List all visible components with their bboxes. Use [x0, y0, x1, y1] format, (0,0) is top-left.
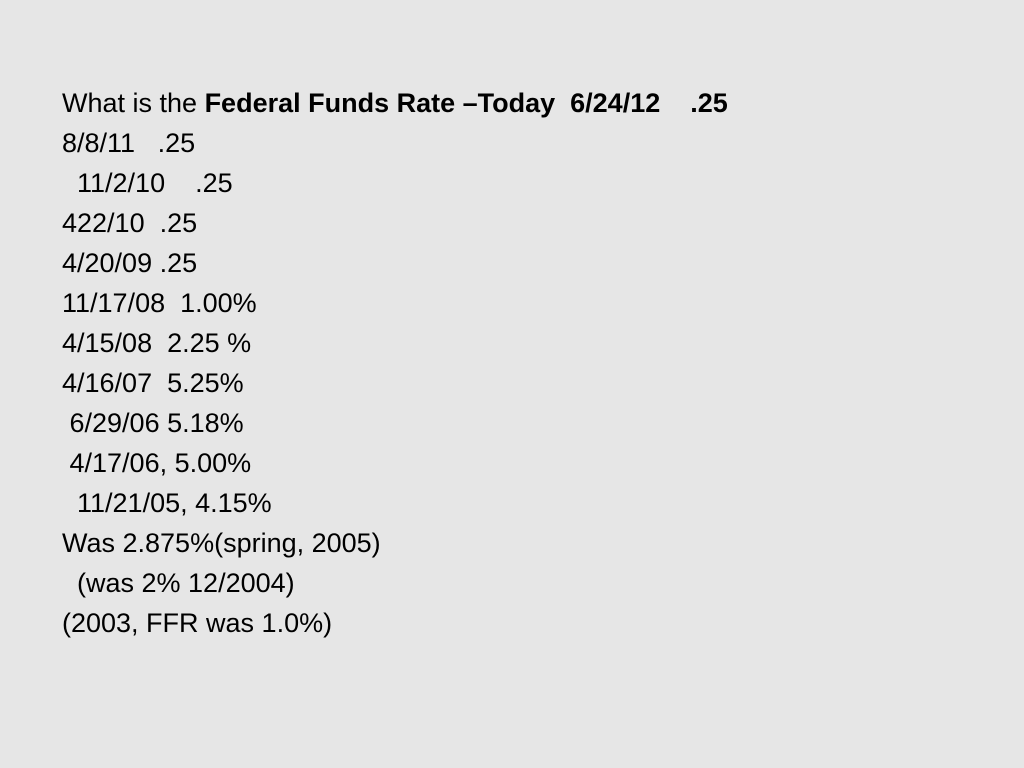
slide-text-body: What is the Federal Funds Rate –Today 6/… — [62, 83, 962, 643]
rate-line-2: 11/2/10 .25 — [62, 168, 233, 198]
rate-line-7: 4/16/07 5.25% — [62, 368, 244, 398]
rate-line-10: 11/21/05, 4.15% — [62, 488, 272, 518]
rate-line-8: 6/29/06 5.18% — [62, 408, 244, 438]
title-line: What is the Federal Funds Rate –Today 6/… — [62, 83, 962, 123]
rate-line-6: 4/15/08 2.25 % — [62, 328, 252, 358]
title-prefix: What is the — [62, 88, 205, 118]
rate-line-1: 8/8/11 .25 — [62, 128, 196, 158]
rate-line-4: 4/20/09 .25 — [62, 248, 198, 278]
title-bold-text: Federal Funds Rate –Today 6/24/12 .25 — [204, 88, 728, 118]
rate-line-9: 4/17/06, 5.00% — [62, 448, 252, 478]
rate-line-11: Was 2.875%(spring, 2005) — [62, 528, 381, 558]
rate-line-5: 11/17/08 1.00% — [62, 288, 257, 318]
rate-line-3: 422/10 .25 — [62, 208, 198, 238]
rate-line-13: (2003, FFR was 1.0%) — [62, 608, 333, 638]
rate-line-12: (was 2% 12/2004) — [62, 568, 295, 598]
